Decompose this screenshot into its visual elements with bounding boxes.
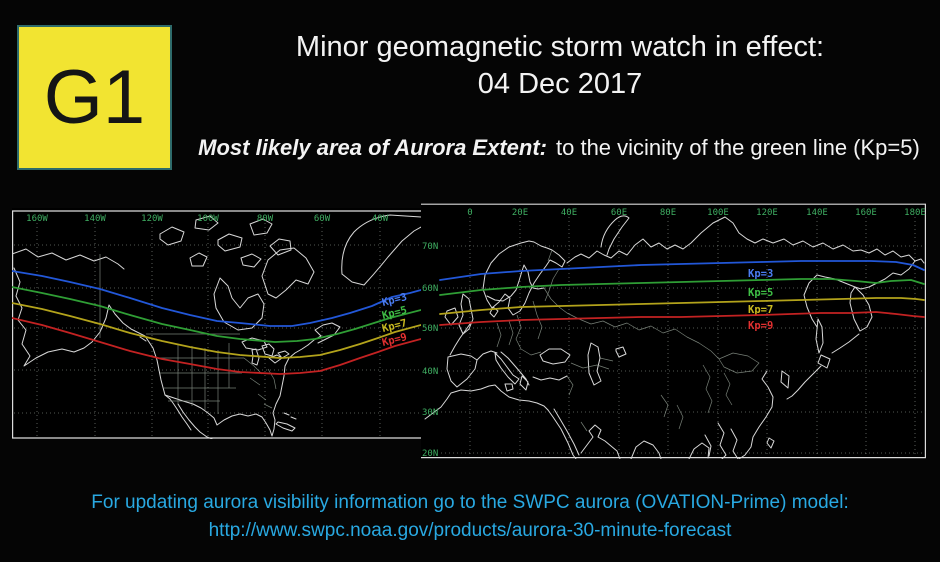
- aurora-line-label-kp3: Kp=3: [381, 291, 408, 309]
- latitude-label: 40N: [422, 367, 438, 377]
- coastline-north-america: [12, 214, 421, 439]
- longitude-label: 100W: [197, 214, 219, 224]
- aurora-line-label-kp7: Kp=7: [381, 317, 408, 335]
- longitude-label: 40W: [372, 214, 389, 224]
- aurora-extent-line-kp5: [12, 286, 421, 343]
- aurora-line-label-kp5: Kp=5: [748, 287, 773, 299]
- map-frame: [12, 210, 421, 439]
- latitude-label: 50N: [422, 324, 438, 334]
- latitude-label: 60N: [422, 284, 438, 294]
- north-america-aurora-map: 160W 140W 120W 100W 80W 60W 40W Kp=3Kp=5Kp=7Kp=…: [12, 208, 421, 439]
- longitude-label: 0: [467, 208, 472, 218]
- longitude-label: 120W: [141, 214, 163, 224]
- longitude-label: 40E: [561, 208, 577, 218]
- subtitle-emphasis: Most likely area of Aurora Extent:: [198, 135, 547, 160]
- aurora-extent-line-kp7: [12, 302, 421, 359]
- aurora-line-label-kp5: Kp=5: [381, 304, 408, 322]
- longitude-label: 180E: [904, 208, 926, 218]
- page-title: Minor geomagnetic storm watch in effect:…: [185, 29, 935, 103]
- aurora-extent-line-kp3: [12, 270, 421, 327]
- g1-scale-badge: G1: [17, 25, 172, 170]
- longitude-label: 100E: [707, 208, 729, 218]
- subtitle: Most likely area of Aurora Extent: to the…: [180, 135, 938, 161]
- state-borders-north-america: [99, 254, 277, 414]
- longitude-label: 140E: [806, 208, 828, 218]
- subtitle-text: to the vicinity of the green line (Kp=5): [556, 135, 920, 160]
- longitude-label: 60W: [314, 214, 331, 224]
- longitude-label: 120E: [756, 208, 778, 218]
- footer-note: For updating aurora visibility informati…: [91, 492, 849, 513]
- aurora-extent-line-kp3: [439, 260, 925, 281]
- aurora-line-label-kp7: Kp=7: [748, 304, 773, 316]
- aurora-extent-line-kp5: [439, 278, 925, 296]
- aurora-line-label-kp3: Kp=3: [748, 268, 773, 280]
- longitude-label: 20E: [512, 208, 528, 218]
- aurora-line-label-kp9: Kp=9: [748, 320, 773, 332]
- aurora-line-label-kp9: Kp=9: [381, 331, 408, 349]
- longitude-label: 160E: [855, 208, 877, 218]
- footer: For updating aurora visibility informati…: [0, 489, 940, 545]
- longitude-label: 60E: [611, 208, 627, 218]
- longitude-label: 160W: [26, 214, 48, 224]
- latitude-label: 30N: [422, 408, 438, 418]
- longitude-label: 140W: [84, 214, 106, 224]
- longitude-label: 80E: [660, 208, 676, 218]
- longitude-label: 80W: [257, 214, 274, 224]
- title-line-2: 04 Dec 2017: [477, 68, 643, 100]
- europe-asia-aurora-map: 0 20E 40E 60E 80E 100E 120E 140E 160E 180E 70N 60N 5…: [421, 203, 926, 459]
- aurora-extent-line-kp9: [439, 311, 925, 326]
- aurora-extent-line-kp9: [12, 317, 421, 375]
- map-frame: [421, 203, 926, 459]
- aurora-extent-line-kp7: [439, 297, 925, 315]
- country-borders-eurasia: [496, 249, 760, 432]
- footer-url[interactable]: http://www.swpc.noaa.gov/products/aurora…: [208, 520, 732, 541]
- latitude-label: 70N: [422, 242, 438, 252]
- latitude-label: 20N: [422, 449, 438, 459]
- title-line-1: Minor geomagnetic storm watch in effect:: [295, 31, 825, 63]
